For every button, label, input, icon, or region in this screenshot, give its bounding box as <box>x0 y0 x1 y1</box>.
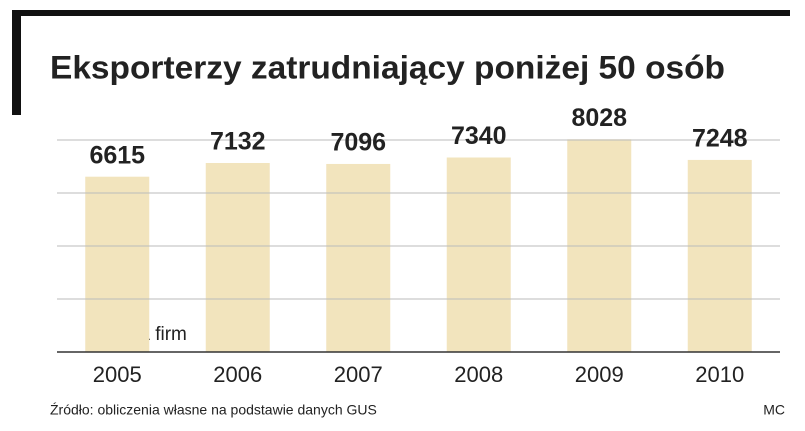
source: Źródło: obliczenia własne na podstawie d… <box>50 402 377 418</box>
bar <box>326 163 391 352</box>
top-rule <box>12 10 790 16</box>
bar <box>446 157 511 352</box>
x-tick-label: 2005 <box>93 362 142 387</box>
value-label: 7132 <box>210 128 266 156</box>
chart-title: Eksporterzy zatrudniający poniżej 50 osó… <box>50 49 725 85</box>
credit: MC <box>763 402 785 418</box>
x-tick-label: 2006 <box>213 362 262 387</box>
value-label: 7248 <box>692 125 748 153</box>
value-label: 7096 <box>330 129 386 157</box>
x-tick-label: 2007 <box>334 362 383 387</box>
value-label: 7340 <box>451 122 507 150</box>
value-label: 8028 <box>571 104 627 132</box>
bar <box>85 176 150 352</box>
x-tick-label: 2010 <box>695 362 744 387</box>
x-tick-label: 2009 <box>575 362 624 387</box>
x-tick-label: 2008 <box>454 362 503 387</box>
value-label: 6615 <box>89 141 145 169</box>
bar <box>687 159 752 352</box>
bar <box>205 163 270 352</box>
left-rule <box>12 10 21 115</box>
